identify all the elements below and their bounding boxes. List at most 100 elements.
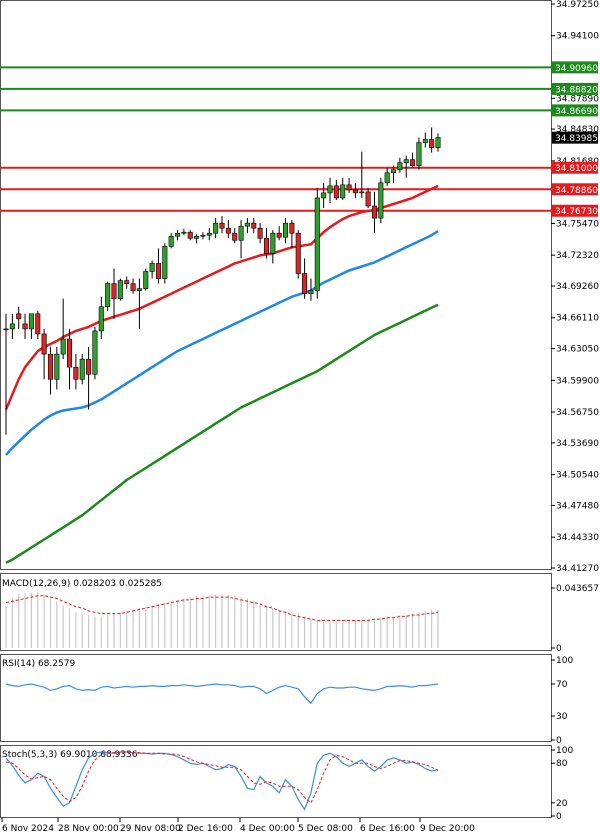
macd-axis: 0.043657 0 xyxy=(551,584,599,654)
candle-body xyxy=(416,142,422,167)
fast-moving-average-line xyxy=(4,184,439,410)
candle-body xyxy=(155,263,161,279)
resistance-level-box xyxy=(552,61,598,74)
resistance-level-box xyxy=(552,104,598,117)
candle-body xyxy=(321,192,327,199)
time-tick-label: 2 Dec 16:00 xyxy=(178,824,233,834)
resistance-level-label: 34.86690 xyxy=(555,107,598,117)
stoch-series xyxy=(5,751,439,811)
candle-body xyxy=(384,172,390,184)
candle-body xyxy=(365,191,371,207)
rsi-tick-label: 30 xyxy=(556,712,568,722)
support-level-label: 34.81000 xyxy=(555,164,598,174)
support-level-box xyxy=(552,183,598,196)
candle-body xyxy=(340,184,346,199)
candle-body xyxy=(168,235,174,247)
candle-body xyxy=(219,222,225,229)
candle-body xyxy=(251,222,257,229)
candle-body xyxy=(391,169,397,174)
price-tick-label: 34.75470 xyxy=(556,219,599,229)
candlesticks xyxy=(3,127,441,435)
time-tick-label: 9 Dec 20:00 xyxy=(420,824,475,834)
price-levels xyxy=(0,66,551,212)
stoch-k-line xyxy=(5,751,439,811)
resistance-level-label: 34.90960 xyxy=(555,64,598,74)
rsi-axis: 100 70 30 0 xyxy=(551,656,573,746)
candle-body xyxy=(181,231,187,234)
candle-body xyxy=(28,313,34,330)
candle-body xyxy=(187,231,193,239)
time-tick-label: 6 Nov 2024 xyxy=(2,824,54,834)
resistance-level-label: 34.88820 xyxy=(555,85,598,95)
macd-tick-label: 0 xyxy=(556,644,562,654)
stoch-tick-label: 80 xyxy=(556,759,568,769)
candle-body xyxy=(283,222,289,238)
candle-body xyxy=(276,232,282,238)
price-tick-label: 34.63050 xyxy=(556,345,599,355)
stoch-tick-label: 0 xyxy=(556,812,562,822)
candle-body xyxy=(435,137,441,148)
candle-body xyxy=(206,232,212,236)
candle-body xyxy=(54,353,60,380)
candle-body xyxy=(295,232,301,274)
price-tick-label: 34.47480 xyxy=(556,501,599,511)
rsi-tick-label: 100 xyxy=(556,656,573,666)
candle-body xyxy=(41,333,47,355)
time-tick-label: 5 Dec 08:00 xyxy=(298,824,353,834)
support-level-label: 34.76730 xyxy=(555,207,598,217)
price-tick-label: 34.94100 xyxy=(556,32,599,42)
price-tick-label: 34.97250 xyxy=(556,0,599,10)
candle-body xyxy=(378,182,384,219)
rsi-series xyxy=(5,683,439,705)
current-price-box xyxy=(552,131,598,144)
candle-body xyxy=(35,313,41,335)
candle-body xyxy=(403,159,409,163)
candle-body xyxy=(16,313,22,320)
candle-body xyxy=(130,283,136,291)
time-tick-label: 4 Dec 00:00 xyxy=(240,824,295,834)
macd-tick-label: 0.043657 xyxy=(556,584,599,594)
rsi-tick-label: 0 xyxy=(556,736,562,746)
price-tick-label: 34.87890 xyxy=(556,94,599,104)
candle-body xyxy=(194,235,200,239)
price-tick-label: 34.59900 xyxy=(556,376,599,386)
candle-body xyxy=(92,330,98,375)
candle-body xyxy=(3,328,9,331)
candle-body xyxy=(225,227,231,234)
time-tick-label: 6 Dec 16:00 xyxy=(360,824,415,834)
resistance-level-box xyxy=(552,82,598,95)
candle-body xyxy=(238,225,244,241)
candle-body xyxy=(244,222,250,227)
stoch-tick-label: 100 xyxy=(556,746,573,756)
candle-body xyxy=(397,162,403,171)
candle-body xyxy=(410,159,416,167)
candle-body xyxy=(79,358,85,380)
candle-body xyxy=(289,222,295,234)
support-level-box xyxy=(552,161,598,174)
rsi-title: RSI(14) 68.2579 xyxy=(2,659,75,669)
candle-body xyxy=(314,197,320,291)
candle-body xyxy=(67,338,73,368)
price-tick-label: 34.56750 xyxy=(556,408,599,418)
candle-body xyxy=(124,280,130,284)
support-level-box xyxy=(552,204,598,217)
price-tick-label: 34.66110 xyxy=(556,314,599,324)
candle-body xyxy=(9,323,15,330)
candle-body xyxy=(117,280,123,299)
rsi-tick-label: 70 xyxy=(556,680,568,690)
candle-body xyxy=(105,283,111,308)
candle-body xyxy=(352,189,358,194)
panel-frames xyxy=(0,0,552,818)
time-tick-label: 28 Nov 00:00 xyxy=(58,824,119,834)
macd-signal-line xyxy=(5,595,439,621)
price-level-labels: 34.90960 34.88820 34.86690 34.81000 34.78860… xyxy=(552,61,598,217)
candle-body xyxy=(86,358,92,375)
candle-body xyxy=(371,205,377,219)
rsi-line xyxy=(5,683,439,705)
candle-body xyxy=(302,273,308,294)
medium-moving-average-line xyxy=(5,230,439,456)
candle-body xyxy=(327,185,333,194)
candle-body xyxy=(47,353,53,380)
price-tick-label: 34.44330 xyxy=(556,533,599,543)
